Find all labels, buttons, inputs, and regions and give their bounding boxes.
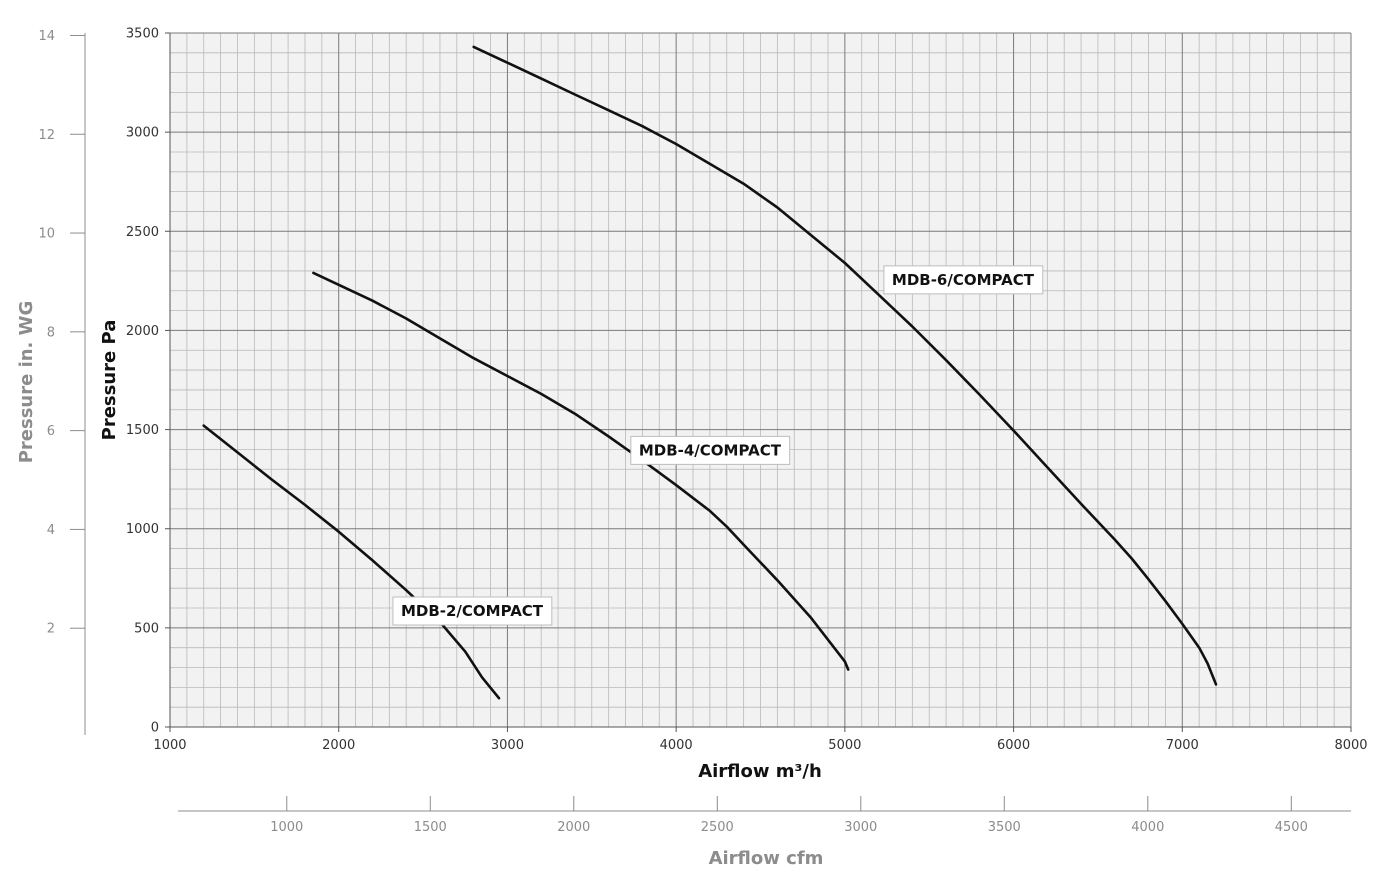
- series-label-text: MDB-2/COMPACT: [401, 602, 544, 620]
- secondary-y-axis-ticks: 2 4 6 8 10 12 14: [38, 29, 86, 735]
- secondary-x-tick-label: 3500: [988, 820, 1021, 835]
- x-tick-label: 2000: [322, 738, 355, 753]
- secondary-y-tick-label: 2: [47, 622, 55, 637]
- axis-lines: [169, 33, 1351, 728]
- secondary-x-tick-label: 3000: [844, 820, 877, 835]
- secondary-x-axis-title: Airflow cfm: [709, 848, 824, 869]
- secondary-y-tick-label: 8: [47, 325, 55, 340]
- secondary-x-tick-label: 2000: [557, 820, 590, 835]
- x-tick-label: 1000: [153, 738, 186, 753]
- series-label-1: MDB-2/COMPACT: [392, 596, 553, 626]
- series-label-text: MDB-4/COMPACT: [639, 441, 782, 459]
- y-tick-label: 3000: [126, 126, 159, 141]
- x-tick-label: 8000: [1334, 738, 1367, 753]
- series-label-box: [630, 435, 791, 465]
- series-line-3: [472, 45, 1218, 686]
- x-tick-label: 7000: [1166, 738, 1199, 753]
- secondary-x-tick-label: 2500: [701, 820, 734, 835]
- y-tick-label: 0: [151, 721, 159, 736]
- secondary-y-axis-title: Pressure in. WG: [16, 301, 37, 464]
- series-label-box: [883, 265, 1044, 295]
- series-label-3: MDB-6/COMPACT: [883, 265, 1044, 295]
- series-line-1: [202, 424, 501, 700]
- secondary-y-tick-label: 12: [38, 128, 55, 143]
- secondary-x-tick-label: 1000: [270, 820, 303, 835]
- secondary-y-tick-label: 6: [47, 424, 55, 439]
- series-label-text: MDB-6/COMPACT: [892, 271, 1035, 289]
- x-tick-label: 5000: [828, 738, 861, 753]
- series-label-box: [392, 596, 553, 626]
- x-axis-ticks: 1000 2000 3000 4000 5000 6000 7000 8000: [153, 727, 1368, 753]
- secondary-y-tick-label: 14: [38, 29, 55, 44]
- y-tick-label: 2000: [126, 324, 159, 339]
- series-line-2: [312, 271, 850, 671]
- series-label-2: MDB-4/COMPACT: [630, 435, 791, 465]
- secondary-y-tick-label: 10: [38, 227, 55, 242]
- x-tick-label: 3000: [491, 738, 524, 753]
- y-tick-label: 1500: [126, 423, 159, 438]
- y-axis-title: Pressure Pa: [99, 320, 120, 441]
- series-layer: [202, 45, 1218, 700]
- y-tick-label: 3500: [126, 27, 159, 42]
- secondary-x-tick-label: 4000: [1131, 820, 1164, 835]
- y-tick-label: 500: [134, 621, 159, 636]
- x-tick-label: 4000: [660, 738, 693, 753]
- x-axis-title: Airflow m³/h: [698, 761, 822, 782]
- secondary-y-tick-label: 4: [47, 523, 55, 538]
- series-labels: MDB-2/COMPACT MDB-4/COMPACT MDB-6/COMPACT: [392, 265, 1044, 626]
- secondary-x-tick-label: 4500: [1275, 820, 1308, 835]
- x-tick-label: 6000: [997, 738, 1030, 753]
- secondary-x-tick-label: 1500: [414, 820, 447, 835]
- y-axis-ticks: 0 500 1000 1500 2000 2500 3000 3500: [126, 27, 170, 736]
- y-tick-label: 2500: [126, 225, 159, 240]
- secondary-x-axis-ticks: 1000 1500 2000 2500 3000 3500 4000 4500: [178, 796, 1351, 835]
- y-tick-label: 1000: [126, 522, 159, 537]
